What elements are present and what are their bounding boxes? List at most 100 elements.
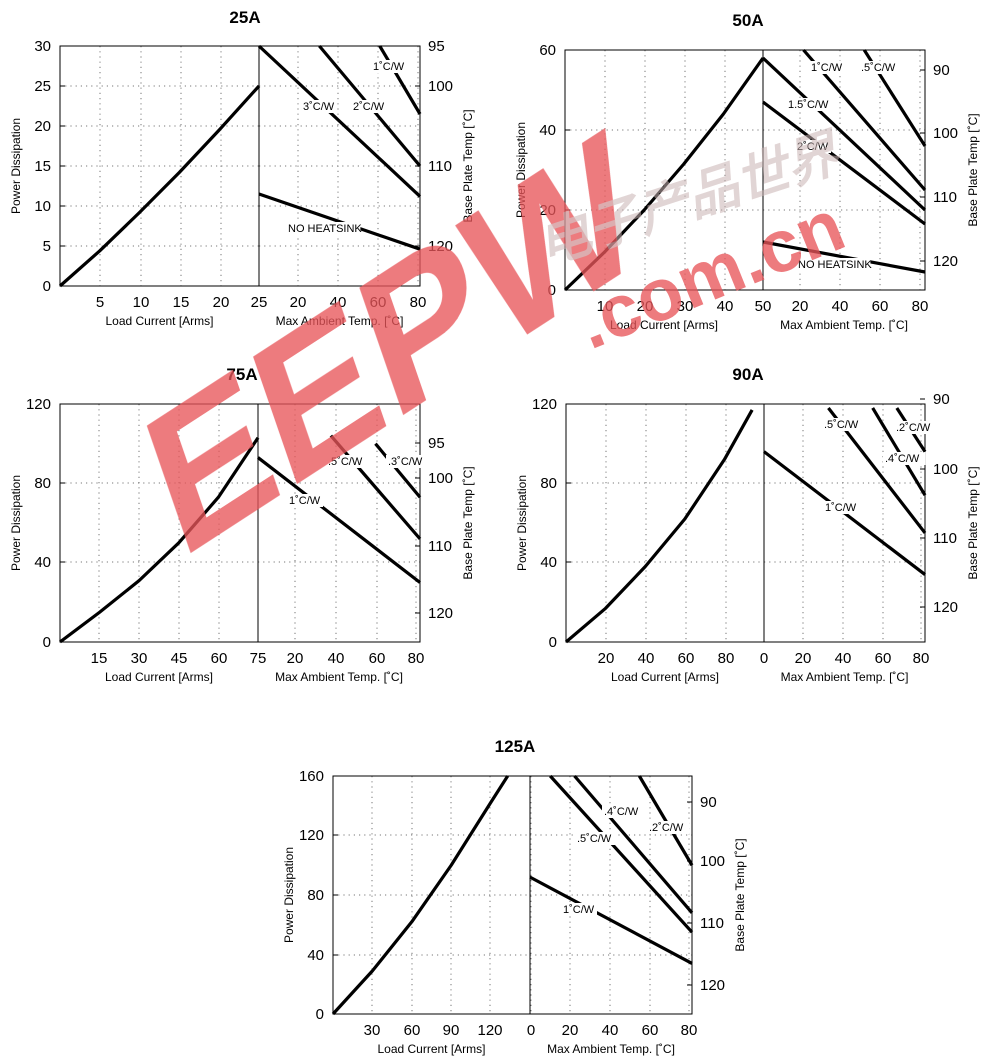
thermal-line-label: .4˚C/W [885,453,920,465]
ambient-tick-label: 80 [408,650,425,667]
x-tick-label: 15 [173,294,190,311]
thermal-line-label: NO HEATSINK [798,259,872,271]
x-tick-label: 90 [443,1022,460,1039]
y-tick-label: 160 [299,768,324,785]
x-tick-label: 75 [250,650,267,667]
plot-frame [59,403,421,643]
chart-title: 125A [495,737,536,756]
thermal-line-label: NO HEATSINK [288,223,362,235]
x-tick-label: 40 [638,650,655,667]
x-tick-label: 50 [755,298,772,315]
thermal-line-label: 1˚C/W [825,502,857,514]
y-tick-label: 10 [34,198,51,215]
x-tick-label: 40 [717,298,734,315]
y-tick-label: 80 [34,475,51,492]
ambient-tick-label: 80 [410,294,427,311]
thermal-line [637,775,694,867]
thermal-line [257,44,422,198]
y-tick-label: 15 [34,158,51,175]
ambient-axis-label: Max Ambient Temp. [˚C] [275,670,403,684]
ambient-tick-label: 40 [602,1022,619,1039]
thermal-line [329,434,422,540]
power-dissipation-curve [58,84,261,288]
temp-axis-label: Base Plate Temp [˚C] [461,466,475,579]
ambient-tick-label: 80 [912,298,929,315]
chart-panel-75a: 75A 0 40 80 120 15 30 45 60 75 20 40 60 80 95 100 110 120… [9,365,475,684]
x-tick-label: 20 [637,298,654,315]
thermal-label-bg [575,832,618,845]
temp-tick-label: 120 [428,605,453,622]
thermal-label-bg [859,61,902,74]
thermal-label-bg [786,98,835,111]
thermal-line-label: 1˚C/W [563,904,595,916]
thermal-line [573,774,694,914]
thermal-line-label: .5˚C/W [824,419,859,431]
temp-tick-label: 120 [428,238,453,255]
ambient-tick-label: 60 [875,650,892,667]
thermal-line-label: .5˚C/W [861,62,896,74]
ambient-tick-label: 40 [835,650,852,667]
temp-tick-label: 100 [428,78,453,95]
y-tick-label: 0 [43,634,51,651]
ambient-tick-label: 20 [562,1022,579,1039]
thermal-line [762,100,926,226]
x-axis-label: Load Current [Arms] [105,670,213,684]
temp-tick-label: 90 [933,62,950,79]
thermal-label-bg [371,60,407,73]
power-dissipation-curve [563,57,765,292]
thermal-label-bg [823,501,859,514]
thermal-label-bg [822,418,865,431]
chart-panel-125a: 125A 0 40 80 120 160 30 60 90 120 0 20 40 60 80 90 100 11… [282,737,747,1056]
thermal-line-label: 1˚C/W [811,62,843,74]
temp-tick-label: 90 [700,794,717,811]
chart-title: 50A [732,11,763,30]
thermal-line [529,875,693,965]
temp-axis-label: Base Plate Temp [˚C] [733,838,747,951]
thermal-label-bg [809,61,845,74]
x-axis-label: Load Current [Arms] [610,318,718,332]
y-axis-label: Power Dissipation [515,475,529,571]
temp-tick-label: 100 [700,853,725,870]
thermal-line-label: .2˚C/W [649,822,684,834]
chart-title: 25A [229,8,260,27]
ambient-tick-label: 60 [370,294,387,311]
power-dissipation-curve [59,436,260,644]
x-axis-label: Load Current [Arms] [105,314,213,328]
temp-tick-label: 120 [700,977,725,994]
chart-title: 75A [226,365,257,384]
x-axis-label: Load Current [Arms] [377,1042,485,1056]
ambient-axis-label: Max Ambient Temp. [˚C] [547,1042,675,1056]
x-tick-label: 10 [597,298,614,315]
y-tick-label: 5 [43,238,51,255]
ambient-axis-label: Max Ambient Temp. [˚C] [276,314,404,328]
x-axis-label: Load Current [Arms] [611,670,719,684]
plot-frame [565,403,926,643]
thermal-label-bg [287,494,323,507]
temp-tick-label: 100 [428,470,453,487]
x-tick-label: 15 [91,650,108,667]
y-tick-label: 40 [539,122,556,139]
thermal-label-bg [561,903,597,916]
thermal-line-label: .3˚C/W [388,456,423,468]
thermal-label-bg [883,452,926,465]
x-tick-label: 5 [96,294,104,311]
y-tick-label: 0 [316,1006,324,1023]
thermal-label-bg [795,140,831,153]
thermal-line-label: .4˚C/W [604,806,639,818]
y-tick-label: 20 [34,118,51,135]
thermal-label-bg [647,821,690,834]
y-tick-label: 80 [307,887,324,904]
ambient-axis-label: Max Ambient Temp. [˚C] [780,318,908,332]
ambient-tick-label: 80 [681,1022,698,1039]
y-tick-label: 120 [26,396,51,413]
temp-tick-label: 110 [933,189,957,206]
x-tick-label: 120 [477,1022,502,1039]
ambient-tick-label: 20 [792,298,809,315]
ambient-tick-label: 40 [832,298,849,315]
chart-panel-90a: 90A 0 40 80 120 20 40 60 80 0 20 40 60 80 90 100 110 120 L… [515,365,980,684]
thermal-label-bg [894,421,937,434]
x-tick-label: 60 [404,1022,421,1039]
ambient-tick-label: 80 [913,650,930,667]
thermal-line [762,240,926,274]
